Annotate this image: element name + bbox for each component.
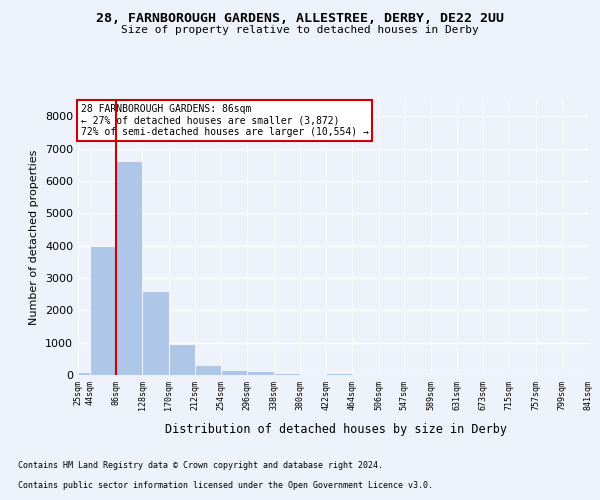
Bar	[169, 344, 195, 375]
Bar	[142, 291, 169, 375]
Bar	[195, 364, 221, 375]
Bar	[90, 246, 116, 375]
Text: 28, FARNBOROUGH GARDENS, ALLESTREE, DERBY, DE22 2UU: 28, FARNBOROUGH GARDENS, ALLESTREE, DERB…	[96, 12, 504, 26]
Text: Contains public sector information licensed under the Open Government Licence v3: Contains public sector information licen…	[18, 481, 433, 490]
Text: Size of property relative to detached houses in Derby: Size of property relative to detached ho…	[121, 25, 479, 35]
Bar	[326, 372, 352, 375]
Bar	[221, 370, 247, 375]
Text: Contains HM Land Registry data © Crown copyright and database right 2024.: Contains HM Land Registry data © Crown c…	[18, 461, 383, 470]
Bar	[247, 372, 274, 375]
Bar	[78, 372, 90, 375]
Text: Distribution of detached houses by size in Derby: Distribution of detached houses by size …	[165, 422, 507, 436]
Text: 28 FARNBOROUGH GARDENS: 86sqm
← 27% of detached houses are smaller (3,872)
72% o: 28 FARNBOROUGH GARDENS: 86sqm ← 27% of d…	[80, 104, 368, 138]
Bar	[116, 162, 142, 375]
Y-axis label: Number of detached properties: Number of detached properties	[29, 150, 40, 325]
Bar	[274, 372, 300, 375]
